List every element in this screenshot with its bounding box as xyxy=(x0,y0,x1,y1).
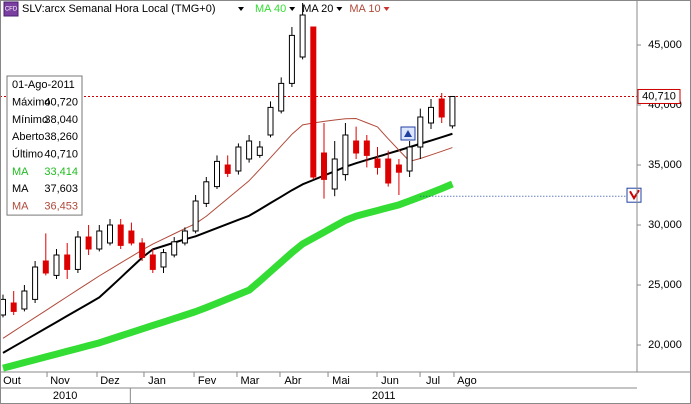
x-tick-label: Jul xyxy=(426,375,440,387)
legend-dropdown[interactable] xyxy=(383,7,390,11)
info-label: Mínimo xyxy=(12,114,48,126)
plot-area xyxy=(0,3,642,372)
candle-body xyxy=(235,146,242,172)
candle-body xyxy=(139,242,146,258)
candle-body xyxy=(214,160,221,188)
candle-body xyxy=(278,82,285,112)
candle-body xyxy=(10,302,17,312)
info-value: 40,720 xyxy=(44,97,78,109)
x-tick-label: Mai xyxy=(332,375,350,387)
candle-body xyxy=(0,298,6,316)
candle-body xyxy=(42,260,49,274)
price-tag xyxy=(637,88,681,104)
x-tick-label: Dez xyxy=(100,375,120,387)
year-label: 2010 xyxy=(53,390,77,402)
year-label: 2011 xyxy=(372,390,396,402)
candle-body xyxy=(117,224,124,246)
info-value: 37,603 xyxy=(44,183,78,195)
info-label: Último xyxy=(12,147,43,160)
candle-body xyxy=(288,34,295,84)
legend-entry[interactable]: MA 20 xyxy=(302,3,333,15)
legend[interactable]: MA 40 MA 20 MA 10 xyxy=(255,3,390,15)
x-tick-label: Out xyxy=(3,375,21,387)
legend-entry[interactable]: MA 40 xyxy=(255,3,286,15)
title-dropdown xyxy=(238,7,244,11)
legend-dropdown[interactable] xyxy=(336,7,343,11)
candle-body xyxy=(160,252,167,268)
candle-body xyxy=(374,158,381,168)
y-tick-label: 25,000 xyxy=(648,279,682,291)
candle-body xyxy=(395,164,402,173)
candle-body xyxy=(128,230,135,244)
y-tick-label: 45,000 xyxy=(648,39,682,51)
info-value: 36,453 xyxy=(44,200,78,212)
ma-line xyxy=(2,118,453,339)
x-tick-label: Jun xyxy=(381,375,399,387)
candle-body xyxy=(406,146,413,172)
info-box-frame xyxy=(6,75,83,216)
info-label: Aberto xyxy=(12,131,44,143)
candle-body xyxy=(385,158,392,184)
candle-body xyxy=(428,106,435,124)
info-label: MA xyxy=(12,166,29,178)
candle-body xyxy=(417,116,424,148)
candle-body xyxy=(192,200,199,232)
legend-dropdown[interactable] xyxy=(289,7,296,11)
candle-body xyxy=(246,140,253,160)
price-tag-label: 40,710 xyxy=(642,90,676,102)
icon xyxy=(3,1,19,17)
candle-body xyxy=(321,152,328,180)
candle-body xyxy=(438,98,445,118)
info-value: 38,040 xyxy=(44,114,78,126)
alert-icon-arrow xyxy=(404,130,412,137)
candle-body xyxy=(181,230,188,244)
candle-body xyxy=(224,164,231,174)
x-tick-label: Ago xyxy=(457,375,477,387)
x-tick-label: Jan xyxy=(148,375,166,387)
icon-text: CFD xyxy=(5,7,18,13)
candle-body xyxy=(299,14,306,58)
candle-body xyxy=(449,95,456,127)
y-tick-label: 20,000 xyxy=(648,339,682,351)
candle-body xyxy=(64,254,71,270)
candle-body xyxy=(256,146,263,156)
x-tick-label: Nov xyxy=(50,375,70,387)
candle-body xyxy=(203,181,210,204)
candle-body xyxy=(53,254,60,276)
candle-body xyxy=(267,106,274,136)
candle-body xyxy=(107,224,114,244)
candle-body xyxy=(21,290,28,310)
legend-entry[interactable]: MA 10 xyxy=(349,3,380,15)
candle-body xyxy=(74,236,81,270)
candle-body xyxy=(96,230,103,250)
candle-body xyxy=(149,254,156,270)
candle-body xyxy=(32,266,39,300)
info-value: 33,414 xyxy=(44,166,78,178)
candle-body xyxy=(342,134,349,176)
info-label: MA xyxy=(12,200,29,212)
info-value: 38,260 xyxy=(44,131,78,143)
info-date: 01-Ago-2011 xyxy=(12,79,75,91)
info-label: Máximo xyxy=(12,97,51,109)
ma-line xyxy=(2,180,454,372)
x-tick-label: Mar xyxy=(240,375,259,387)
info-value: 40,710 xyxy=(44,148,78,160)
x-tick-label: Fev xyxy=(198,375,217,387)
candle-body xyxy=(363,140,370,156)
info-label: MA xyxy=(12,183,29,195)
candle-body xyxy=(85,236,92,250)
chart-title: SLV:arcx Semanal Hora Local (TMG+0) xyxy=(22,3,216,15)
candle-body xyxy=(331,158,338,190)
x-tick-label: Abr xyxy=(284,375,301,387)
candle-body xyxy=(171,241,178,256)
y-tick-label: 30,000 xyxy=(648,219,682,231)
candle-body xyxy=(353,140,360,154)
candle-body xyxy=(310,26,317,178)
y-tick-label: 35,000 xyxy=(648,159,682,171)
